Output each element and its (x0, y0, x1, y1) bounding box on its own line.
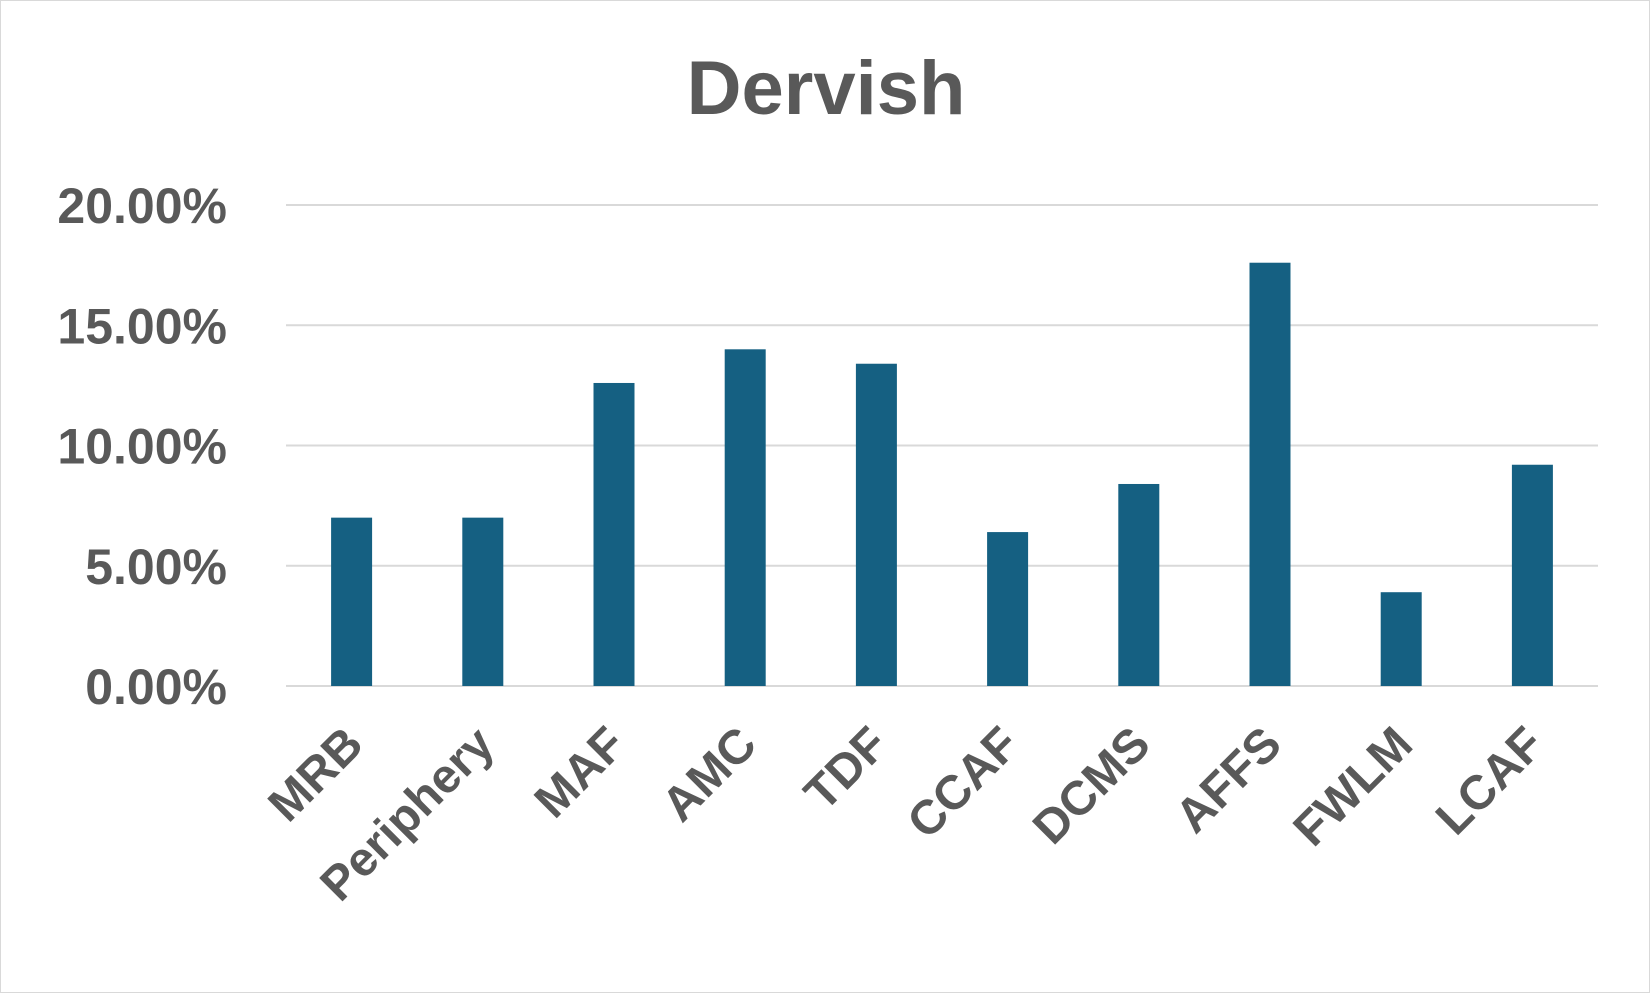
bar-periphery (462, 517, 504, 686)
y-axis-tick-labels: 0.00% 5.00% 10.00% 15.00% 20.00% (57, 178, 227, 715)
gridlines (286, 204, 1598, 687)
x-category-label: TDF (795, 717, 898, 820)
bar-ccaf (987, 532, 1029, 686)
x-category-label: AFFS (1166, 717, 1292, 843)
bar-fwlm (1380, 592, 1422, 686)
x-category-label: LCAF (1426, 717, 1554, 845)
x-category-label: FWLM (1284, 717, 1423, 856)
chart-title: Dervish (687, 46, 966, 131)
y-tick-label: 10.00% (57, 419, 227, 475)
y-tick-label: 5.00% (85, 539, 227, 595)
x-category-label: AMC (652, 717, 767, 832)
bar-amc (724, 349, 766, 686)
bars (331, 262, 1553, 686)
x-category-label: DCMS (1023, 717, 1160, 854)
bar-lcaf (1511, 464, 1553, 686)
bar-mrb (331, 517, 373, 686)
bar-maf (593, 382, 635, 686)
bar-dcms (1118, 483, 1160, 686)
y-tick-label: 0.00% (85, 659, 227, 715)
bar-affs (1249, 262, 1291, 686)
x-category-label: MAF (525, 717, 636, 828)
x-category-label: CCAF (898, 717, 1030, 849)
bar-tdf (855, 363, 897, 686)
y-tick-label: 15.00% (57, 298, 227, 354)
x-category-label: MRB (259, 717, 374, 832)
y-tick-label: 20.00% (57, 178, 227, 234)
